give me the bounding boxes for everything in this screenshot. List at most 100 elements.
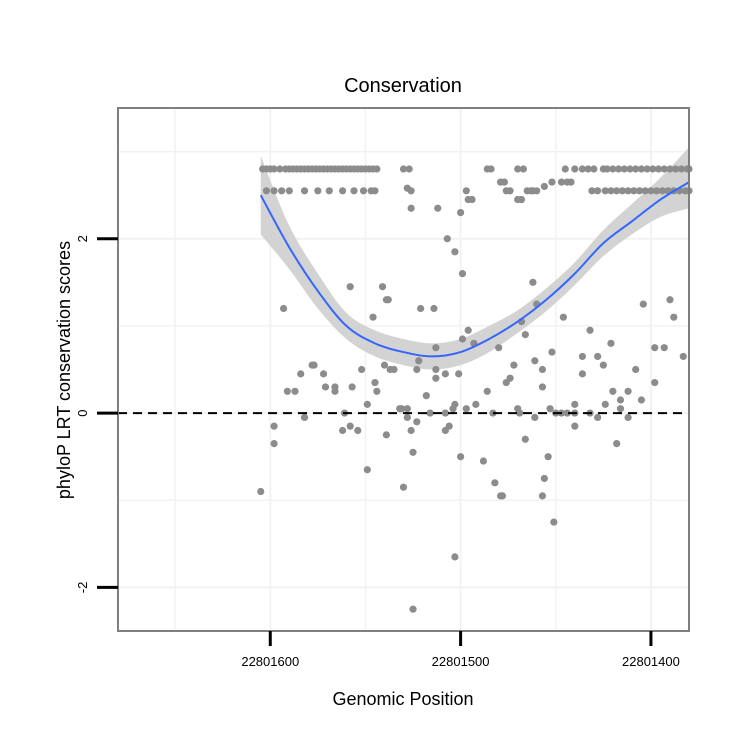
data-point (489, 409, 497, 417)
panel-border (117, 107, 690, 632)
data-point (495, 344, 503, 352)
data-point (590, 165, 598, 173)
data-point (390, 365, 398, 374)
data-point (479, 457, 488, 465)
data-point (382, 431, 390, 439)
data-point (647, 187, 655, 195)
data-point (649, 165, 657, 173)
x-tick-label: 22801500 (432, 654, 490, 669)
data-point (270, 422, 278, 430)
data-point (321, 383, 330, 391)
data-point (338, 187, 347, 195)
data-point (603, 165, 611, 173)
data-point (563, 409, 571, 417)
data-point (578, 352, 587, 361)
data-point (407, 426, 415, 435)
data-point (635, 187, 644, 195)
data-point (538, 365, 547, 374)
data-point (559, 313, 567, 321)
data-point (270, 187, 278, 195)
data-point (405, 165, 413, 173)
data-point (548, 178, 556, 186)
data-point (639, 300, 647, 308)
data-point (594, 352, 602, 361)
data-point (363, 466, 371, 474)
data-point (670, 313, 678, 321)
data-point (491, 479, 499, 487)
data-point (658, 187, 666, 195)
data-point (468, 195, 476, 204)
data-point (283, 387, 291, 395)
data-point (538, 383, 547, 391)
data-point (660, 165, 668, 173)
data-point (544, 453, 552, 461)
data-point (578, 370, 587, 378)
data-point (300, 187, 309, 195)
data-point (510, 361, 518, 369)
data-point (346, 422, 354, 430)
data-point (571, 400, 579, 408)
data-point (441, 409, 449, 417)
data-point (415, 357, 423, 365)
data-point (498, 492, 507, 500)
data-point (487, 165, 495, 173)
data-point (359, 187, 368, 195)
data-point (325, 187, 333, 195)
data-point (371, 378, 379, 387)
data-point (300, 413, 309, 422)
data-point (588, 187, 596, 195)
data-point (371, 187, 379, 195)
x-axis-ticks: 22801600 22801500 22801400 (241, 631, 680, 669)
data-point (409, 605, 417, 613)
data-point (458, 335, 467, 343)
data-point (519, 165, 528, 173)
data-point (607, 339, 615, 347)
data-point (297, 370, 305, 378)
data-point (506, 187, 514, 195)
data-point (348, 383, 356, 391)
data-point (613, 439, 621, 448)
data-point (506, 374, 514, 382)
data-point (609, 165, 617, 173)
data-point (441, 426, 449, 435)
data-point (599, 361, 607, 369)
data-point (550, 518, 558, 526)
data-point (624, 387, 632, 395)
smooth-line (259, 181, 690, 358)
data-point (618, 187, 626, 195)
data-point (358, 365, 366, 374)
data-point (310, 361, 318, 369)
data-point (291, 387, 299, 395)
data-point (417, 304, 425, 313)
data-point (369, 313, 377, 321)
data-point (319, 370, 328, 378)
data-point (517, 195, 526, 204)
data-point (609, 387, 617, 395)
data-point (413, 418, 421, 426)
data-point (578, 165, 587, 173)
data-point (626, 165, 634, 173)
data-point (432, 374, 440, 382)
data-point (399, 165, 408, 173)
data-point (413, 365, 421, 374)
data-point (378, 283, 387, 291)
data-point (594, 413, 602, 422)
data-point (422, 392, 430, 400)
data-point (441, 370, 449, 378)
x-tick-label: 22801400 (622, 654, 680, 669)
data-point (637, 396, 646, 404)
data-point (601, 187, 609, 195)
data-point (531, 357, 539, 365)
data-point (571, 422, 579, 430)
y-axis-title: phyloP LRT conservation scores (54, 241, 74, 499)
data-point (563, 178, 571, 186)
data-point (632, 365, 640, 374)
data-point (434, 204, 442, 212)
data-point (464, 326, 472, 334)
data-point (462, 405, 470, 413)
data-point (641, 187, 649, 195)
data-point (279, 304, 288, 313)
data-point (331, 387, 339, 395)
data-point (586, 326, 594, 334)
